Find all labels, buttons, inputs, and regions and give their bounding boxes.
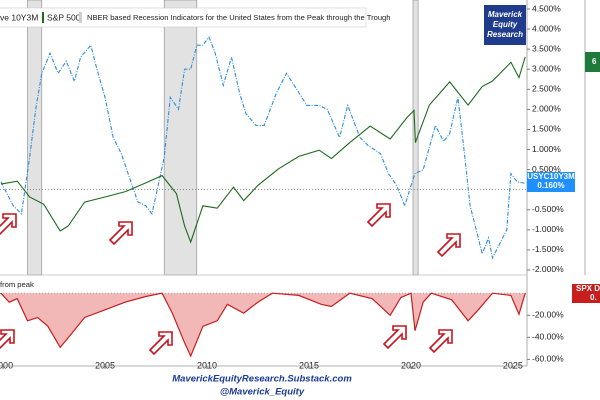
x-tick-label: 2015: [299, 360, 319, 370]
drawdown-line: [0, 292, 526, 358]
logo-box: [484, 5, 526, 45]
arrow: [436, 233, 461, 258]
panel-label: from peak: [0, 280, 34, 289]
legend-label: S&P 500: [47, 12, 81, 22]
value-tag-label: 6: [592, 57, 597, 66]
y-tick-label: -40.00%: [532, 332, 564, 342]
arrow: [0, 213, 17, 236]
series-line: [0, 35, 526, 260]
y-tick-label: 0.500%: [532, 164, 561, 174]
arrow: [108, 221, 133, 246]
series-line: [0, 56, 526, 244]
arrow: [0, 329, 15, 350]
logo-text: Equity: [493, 20, 518, 29]
arrow: [148, 331, 173, 356]
footer-handle: @Maverick_Equity: [220, 387, 305, 398]
y-tick-label: -60.00%: [532, 354, 564, 364]
y-tick-label: 1.500%: [532, 124, 561, 134]
value-tag: [572, 284, 600, 303]
legend-swatch: [79, 12, 82, 23]
y-tick-label: 1.000%: [532, 144, 561, 154]
y-tick-label: -2.000%: [532, 264, 564, 274]
y-tick-label: 2.500%: [532, 84, 561, 94]
logo-text: Research: [487, 30, 523, 39]
legend-swatch: [42, 12, 44, 23]
footer-link: MaverickEquityResearch.Substack.com: [172, 374, 352, 385]
legend-label: NBER based Recession Indicators for the …: [87, 13, 391, 22]
x-tick-label: 2010: [197, 360, 217, 370]
legend-box: [0, 7, 367, 28]
y-tick-label: 4.500%: [532, 3, 561, 13]
arrow: [382, 325, 407, 350]
value-tag-value: 0.160%: [537, 181, 564, 190]
y-tick-label: 3.000%: [532, 63, 561, 73]
arrow: [366, 203, 391, 228]
y-tick-label: -20.00%: [532, 310, 564, 320]
arrow: [428, 329, 453, 354]
value-tag: [527, 172, 575, 192]
x-tick-label: 2005: [95, 360, 115, 370]
y-tick-label: 2.000%: [532, 104, 561, 114]
value-tag-label: SPX D: [576, 284, 600, 293]
y-tick-label: 3.500%: [532, 43, 561, 53]
legend-label: ve 10Y3M: [0, 12, 38, 22]
value-tag: [585, 52, 600, 72]
x-tick-label: 2020: [401, 360, 421, 370]
annotation-arrows: [0, 203, 461, 356]
y-tick-label: -1.500%: [532, 244, 564, 254]
x-tick-label: 2025: [503, 360, 523, 370]
value-tag-label: USYC10Y3M: [527, 172, 575, 181]
y-tick-label: -0.500%: [532, 204, 564, 214]
recession-band: [163, 0, 198, 276]
value-tag-value: 0.: [590, 293, 597, 302]
y-tick-label: -1.000%: [532, 224, 564, 234]
logo-text: Maverick: [488, 10, 523, 19]
recession-band: [27, 0, 43, 276]
y-tick-label: 4.000%: [532, 23, 561, 33]
drawdown-area: [1, 293, 526, 357]
x-tick-label: 2000: [0, 360, 13, 370]
